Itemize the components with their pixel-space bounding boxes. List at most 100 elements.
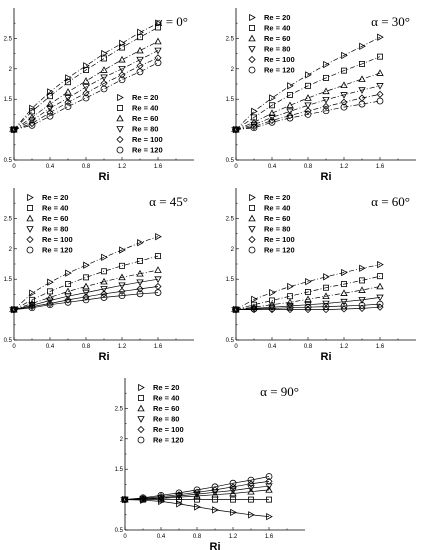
data-point [268,304,276,312]
y-tick-label: 2.5 [226,216,235,222]
legend-label: Re = 20 [264,13,290,22]
data-point [119,262,125,269]
series-line [13,236,159,310]
data-point [100,290,108,298]
data-point [211,490,219,498]
data-point [340,103,348,111]
data-point [358,301,366,309]
legend-label: Re = 60 [153,404,179,413]
x-tick-label: 1.6 [154,164,163,170]
data-point [340,289,348,296]
chart-title: α = 30° [371,14,410,29]
data-point [118,55,126,63]
legend-marker [248,46,256,53]
legend-marker [116,126,124,133]
data-point [247,487,255,495]
data-point [46,112,54,120]
series-line [124,485,270,500]
data-point [137,34,143,41]
data-point [139,494,147,502]
data-point [65,79,71,86]
legend-label: Re = 120 [42,246,73,255]
legend-marker [26,246,34,254]
data-point [250,305,258,313]
legend-label: Re = 40 [264,24,290,33]
x-tick-label: 1.6 [265,534,274,540]
data-point [82,94,90,102]
data-point [269,102,275,109]
legend-marker [249,205,255,211]
data-point [322,292,330,300]
data-point [269,297,275,304]
data-point [83,261,90,269]
data-point [136,269,144,277]
series-line [235,93,381,130]
data-point [101,49,108,58]
y-tick-label: 2.5 [226,36,235,42]
data-point [340,302,348,310]
y-tick-label: 2 [231,67,235,73]
y-tick-label: 0.5 [115,528,124,534]
legend-label: Re = 60 [42,214,68,223]
data-point [377,33,384,41]
y-tick-label: 2 [9,247,13,253]
legend-marker [137,425,145,434]
data-point [100,66,108,73]
data-point [358,75,366,82]
data-point [46,100,54,107]
chart-title: α = 60° [371,194,410,209]
x-tick-label: 0.8 [82,164,91,170]
data-point [175,489,183,497]
data-point [118,282,126,290]
y-tick-label: 1.5 [226,97,235,103]
data-point [268,118,276,126]
legend-marker [248,235,256,244]
data-point [250,124,258,132]
data-point [119,44,125,51]
series-line [235,286,381,310]
series-line [124,476,270,500]
data-point [323,60,330,69]
data-point [101,268,107,275]
data-point [100,294,108,301]
data-point [65,281,71,288]
data-point [251,295,258,303]
data-point [287,91,293,98]
legend-marker [27,205,33,211]
data-point [251,301,257,308]
data-point [232,306,240,314]
y-tick-label: 1.5 [4,97,13,103]
data-point [304,107,312,115]
data-point [154,276,162,284]
data-point [29,289,36,297]
data-point [136,290,144,298]
data-point [10,126,18,134]
data-point [286,108,294,116]
data-point [322,102,330,111]
data-point [154,54,162,62]
data-point [139,496,147,503]
data-point [100,286,108,293]
data-point [286,303,294,310]
data-point [154,59,162,67]
data-point [268,304,276,311]
data-point [137,239,144,247]
data-point [118,292,126,300]
data-point [28,119,36,128]
data-point [376,300,384,308]
data-point [358,286,366,293]
data-point [46,109,54,117]
series-line [235,297,381,310]
data-point [304,303,312,311]
legend-marker [138,383,145,392]
data-point [64,296,72,304]
data-point [64,95,72,102]
data-point [341,268,348,277]
chart-title: α = 0° [156,14,188,29]
data-point [376,90,384,98]
series-line [124,481,270,500]
data-point [266,512,273,521]
data-point [323,74,329,81]
legend-label: Re = 100 [264,235,295,244]
y-tick-label: 0.5 [226,338,235,344]
